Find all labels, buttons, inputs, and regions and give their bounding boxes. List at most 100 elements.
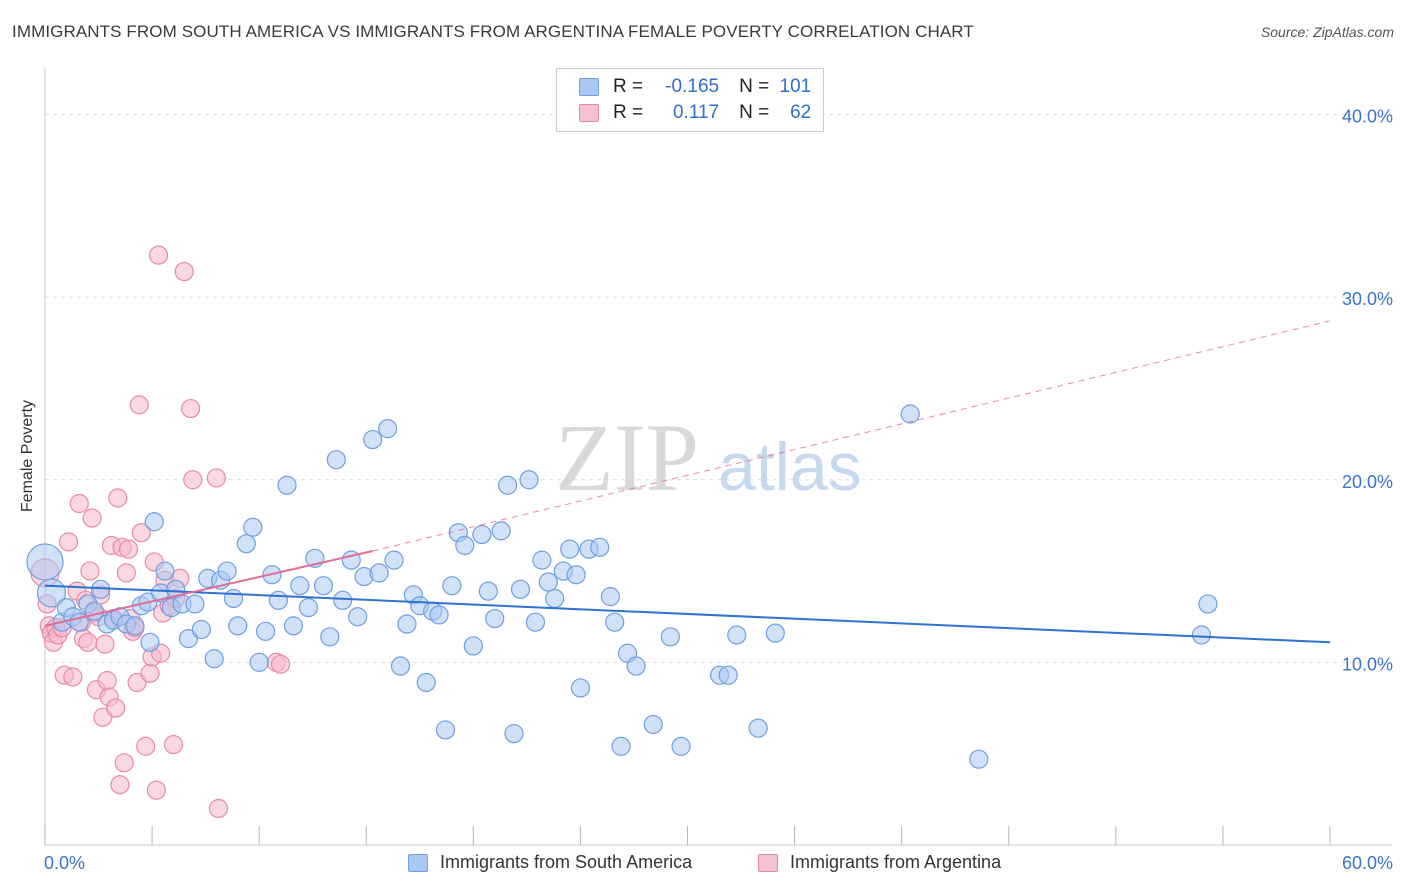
argentina-point [206,468,226,488]
legend-n-value: 101 [779,76,812,97]
legend-row-argentina: R = 0.117 N = 62 [579,101,811,125]
south-america-point [191,619,211,640]
bottom-legend-swatch-blue [408,853,428,872]
south-america-point [485,608,505,629]
argentina-trend-line [44,550,373,627]
south-america-point [660,627,680,647]
bottom-legend-south-america: Immigrants from South America [408,852,692,873]
south-america-point [416,672,436,693]
south-america-point [455,535,475,556]
south-america-point [144,512,164,532]
south-america-point [435,720,456,740]
y-tick-label: 30.0% [1342,289,1393,309]
argentina-point [208,798,229,819]
argentina-point [118,539,139,559]
south-america-point [718,665,738,685]
south-america-point [605,612,625,632]
south-america-point [384,550,404,570]
south-america-point [1191,625,1212,645]
south-america-point [442,576,462,596]
argentina-point [140,663,160,683]
argentina-point [69,493,89,514]
legend-r-label: R = [613,102,644,123]
south-america-point [590,537,610,557]
argentina-point [78,632,98,652]
south-america-point [538,572,558,592]
stats-legend: R = -0.165 N = 101 R = 0.117 N = 62 [556,68,824,132]
south-america-point [217,561,237,581]
chart-title: IMMIGRANTS FROM SOUTH AMERICA VS IMMIGRA… [12,22,974,41]
south-america-point [626,656,646,676]
south-america-point [204,649,224,669]
south-america-point [320,627,340,647]
south-america-point [155,561,175,581]
south-america-point [463,636,483,656]
watermark: ZIP atlas [555,404,862,511]
south-america-point [570,678,591,698]
south-america-trend-line [44,584,1331,644]
south-america-point [313,576,334,596]
argentina-point [129,395,149,415]
south-america-point [326,450,346,470]
watermark-zip: ZIP [555,404,699,511]
legend-r-label: R = [613,76,644,97]
south-america-point [390,656,411,676]
argentina-point [114,753,134,773]
south-america-point [532,550,552,570]
south-america-point [519,470,539,490]
argentina-point [80,561,100,581]
data-points [26,245,1218,819]
bottom-legend-label: Immigrants from Argentina [790,852,1002,872]
x-tick-label: 0.0% [44,853,85,873]
south-america-point [498,475,518,495]
south-america-point [491,521,511,541]
south-america-point [26,543,64,581]
bottom-legend-label: Immigrants from South America [440,852,693,872]
south-america-point [748,718,768,738]
south-america-point [600,587,621,607]
south-america-point [727,625,747,645]
argentina-point [82,508,102,528]
south-america-point [140,632,160,652]
south-america-point [223,588,244,609]
south-america-point [378,419,398,439]
south-america-point [765,623,785,643]
south-america-point [504,724,524,744]
y-tick-label: 40.0% [1342,107,1393,127]
argentina-point [163,734,184,755]
south-america-point [429,605,449,625]
south-america-point [228,616,248,636]
south-america-point [298,597,319,618]
argentina-point [106,698,126,718]
source-credit: Source: ZipAtlas.com [1260,24,1394,40]
argentina-point [63,667,83,687]
south-america-point [900,404,920,424]
argentina-point [181,398,201,419]
argentina-point [270,654,291,674]
south-america-point [1198,594,1218,614]
south-america-point [333,590,353,610]
south-america-point [510,579,531,599]
south-america-point [125,616,145,636]
south-america-point [348,607,368,627]
south-america-point [236,534,256,554]
south-america-point [277,475,297,495]
south-america-point [290,576,310,596]
south-america-point [545,588,565,609]
south-america-point [255,621,276,641]
y-tick-label: 10.0% [1342,654,1393,674]
south-america-point [566,565,586,585]
argentina-point [131,523,151,543]
south-america-point [363,429,383,450]
south-america-point [472,524,492,545]
south-america-point [369,563,389,583]
argentina-point [110,775,130,795]
south-america-point [969,749,989,769]
south-america-point [643,714,663,735]
trend-lines [44,320,1331,644]
legend-r-value: 0.117 [672,102,720,123]
tick-labels: 10.0% 20.0% 30.0% 40.0% 0.0% 60.0% [44,107,1393,873]
argentina-point [174,261,194,282]
argentina-point [146,780,166,800]
